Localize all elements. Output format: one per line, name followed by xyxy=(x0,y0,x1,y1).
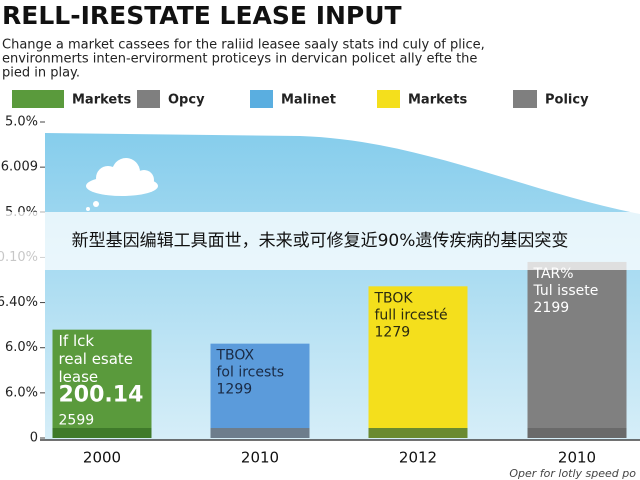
bar-base xyxy=(210,428,310,438)
legend-swatch xyxy=(137,90,160,108)
legend-label: Markets xyxy=(72,93,131,108)
subtitle: Change a market cassees for the raliid l… xyxy=(2,38,485,53)
legend-swatch xyxy=(513,90,537,108)
bar-label: lease xyxy=(59,368,99,386)
y-tick-label: 6.40% xyxy=(0,295,38,310)
x-tick-label: 2010 xyxy=(241,449,279,467)
legend-swatch xyxy=(250,90,273,108)
subtitle: pied in play. xyxy=(2,66,80,81)
bar xyxy=(527,261,627,438)
legend-label: Malinet xyxy=(281,93,336,108)
x-tick-label: 2000 xyxy=(83,449,121,467)
banner-bg xyxy=(0,212,640,270)
legend-label: Policy xyxy=(545,93,589,108)
background-area xyxy=(45,133,640,440)
bar-label: 1279 xyxy=(375,324,411,340)
y-tick-label: 6.0% xyxy=(5,340,38,355)
legend-label: Opcy xyxy=(168,93,205,108)
bar-label: 200.14 xyxy=(59,383,144,408)
banner: 新型基因编辑工具面世，未来或可修复近90%遗传疾病的基因突变 xyxy=(72,231,569,251)
y-tick-label: 0 xyxy=(30,431,38,446)
bar-base xyxy=(52,428,152,438)
bar-label: If lck xyxy=(59,332,95,350)
bar-label: 2599 xyxy=(59,413,95,429)
x-tick-label: 2012 xyxy=(399,449,437,467)
bar xyxy=(210,343,310,438)
bar-label: TBOK xyxy=(374,290,414,306)
y-tick-label: 6.0% xyxy=(5,385,38,400)
bar-label: fol ircests xyxy=(217,365,285,381)
legend-swatch xyxy=(377,90,400,108)
y-tick-label: 6.009 xyxy=(1,160,38,175)
cloud xyxy=(86,158,158,211)
bar-label: 1299 xyxy=(217,382,253,398)
chart-title: RELL-IRESTATE LEASE INPUT xyxy=(2,1,402,30)
bar-label: TBOX xyxy=(216,348,255,364)
bar-base xyxy=(368,428,468,438)
bar-label: Tul issete xyxy=(533,283,599,299)
bar-label: real esate xyxy=(59,350,134,368)
bar-label: 2199 xyxy=(534,300,570,316)
legend-swatch xyxy=(12,90,64,108)
footnote: Oper for lotly speed po xyxy=(509,467,636,480)
subtitle: environmerts inten-ervirorment proticeys… xyxy=(2,52,477,67)
bar xyxy=(368,286,468,438)
bar xyxy=(52,329,152,438)
legend-label: Markets xyxy=(408,93,467,108)
y-tick-label: 5.0% xyxy=(5,115,38,130)
bar-base xyxy=(527,428,627,438)
x-tick-label: 2010 xyxy=(558,449,596,467)
bar-label: full ircesté xyxy=(375,307,448,323)
